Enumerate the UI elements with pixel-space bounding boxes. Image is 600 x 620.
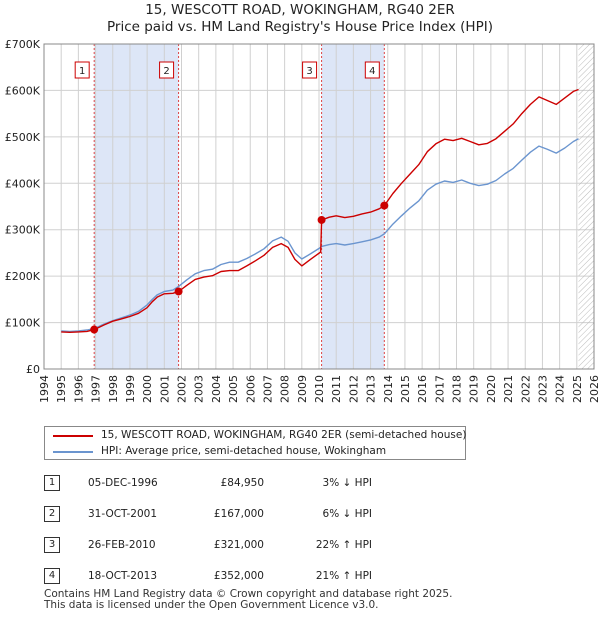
sale-price: £167,000 bbox=[213, 508, 264, 520]
y-tick-label: £0 bbox=[26, 363, 40, 376]
chart-title-line2: Price paid vs. HM Land Registry's House … bbox=[107, 19, 493, 35]
legend-swatch-hpi bbox=[53, 451, 93, 453]
x-tick-label: 2026 bbox=[588, 375, 600, 403]
x-tick-label: 2019 bbox=[468, 375, 481, 403]
sale-point bbox=[380, 201, 389, 210]
x-tick-label: 2006 bbox=[244, 375, 257, 403]
x-tick-label: 2002 bbox=[176, 375, 189, 403]
sale-point bbox=[317, 215, 326, 224]
x-tick-label: 2001 bbox=[158, 375, 171, 403]
sale-hpi-diff: 6% ↓ HPI bbox=[322, 508, 372, 520]
sale-number-badge: 4 bbox=[44, 568, 60, 584]
sale-label-box bbox=[74, 61, 90, 79]
x-tick-label: 1999 bbox=[124, 375, 137, 403]
x-tick-label: 1998 bbox=[107, 375, 120, 403]
legend-label-hpi: HPI: Average price, semi-detached house,… bbox=[101, 445, 387, 457]
y-tick-label: £100K bbox=[5, 317, 41, 330]
x-tick-label: 2012 bbox=[347, 375, 360, 403]
plot-border bbox=[43, 43, 595, 370]
x-tick-label: 1994 bbox=[38, 375, 51, 403]
x-tick-label: 2022 bbox=[519, 375, 532, 403]
shaded-period bbox=[94, 44, 179, 369]
x-tick-label: 2020 bbox=[485, 375, 498, 403]
x-tick-label: 1995 bbox=[55, 375, 68, 403]
y-tick-label: £300K bbox=[5, 224, 41, 237]
sale-label-number: 1 bbox=[79, 66, 85, 77]
x-tick-label: 2017 bbox=[433, 375, 446, 403]
sale-number-badge: 1 bbox=[44, 475, 60, 491]
chart-legend: 15, WESCOTT ROAD, WOKINGHAM, RG40 2ER (s… bbox=[44, 426, 466, 460]
sale-label-number: 4 bbox=[369, 66, 375, 77]
sale-price: £352,000 bbox=[213, 570, 264, 582]
y-tick-label: £200K bbox=[5, 270, 41, 283]
sale-date: 18-OCT-2013 bbox=[88, 570, 157, 582]
x-tick-label: 2015 bbox=[399, 375, 412, 403]
x-tick-label: 2018 bbox=[451, 375, 464, 403]
x-tick-label: 2000 bbox=[141, 375, 154, 403]
sale-row: 3 26-FEB-2010 £321,000 22% ↑ HPI bbox=[44, 536, 464, 554]
x-tick-label: 2007 bbox=[261, 375, 274, 403]
x-tick-label: 2010 bbox=[313, 375, 326, 403]
sale-price: £321,000 bbox=[213, 539, 264, 551]
sale-number-badge: 3 bbox=[44, 537, 60, 553]
sale-hpi-diff: 3% ↓ HPI bbox=[322, 477, 372, 489]
sale-label-box bbox=[302, 61, 318, 79]
property-price-line bbox=[61, 88, 579, 333]
price-chart: £0 £100K £200K £300K £400K £500K £600K £700K 199… bbox=[5, 38, 600, 403]
sale-date: 31-OCT-2001 bbox=[88, 508, 157, 520]
x-tick-label: 2003 bbox=[193, 375, 206, 403]
x-tick-label: 2009 bbox=[296, 375, 309, 403]
x-tick-label: 2016 bbox=[416, 375, 429, 403]
x-tick-label: 2021 bbox=[502, 375, 515, 403]
future-hatch-region bbox=[578, 44, 594, 369]
x-tick-label: 2011 bbox=[330, 375, 343, 403]
footer-line-copyright: Contains HM Land Registry data © Crown c… bbox=[44, 588, 453, 600]
x-tick-label: 2025 bbox=[571, 375, 584, 403]
y-tick-label: £500K bbox=[5, 131, 41, 144]
x-tick-label: 2008 bbox=[279, 375, 292, 403]
legend-swatch-property bbox=[53, 435, 93, 437]
x-tick-label: 2004 bbox=[210, 375, 223, 403]
sale-point bbox=[174, 287, 183, 296]
x-tick-label: 1996 bbox=[72, 375, 85, 403]
x-tick-label: 2024 bbox=[554, 375, 567, 403]
sale-date: 26-FEB-2010 bbox=[88, 539, 156, 551]
y-tick-label: £700K bbox=[5, 38, 41, 51]
sale-label-box bbox=[364, 61, 380, 79]
x-tick-label: 2005 bbox=[227, 375, 240, 403]
x-tick-label: 2013 bbox=[365, 375, 378, 403]
sale-price: £84,950 bbox=[220, 477, 264, 489]
sale-label-box bbox=[159, 61, 175, 79]
sale-row: 4 18-OCT-2013 £352,000 21% ↑ HPI bbox=[44, 567, 464, 585]
sale-point bbox=[90, 325, 99, 334]
chart-title-line1: 15, WESCOTT ROAD, WOKINGHAM, RG40 2ER bbox=[145, 2, 455, 18]
sale-label-number: 3 bbox=[306, 66, 312, 77]
sale-number-badge: 2 bbox=[44, 506, 60, 522]
x-tick-label: 1997 bbox=[90, 375, 103, 403]
x-tick-label: 2014 bbox=[382, 375, 395, 403]
sale-row: 2 31-OCT-2001 £167,000 6% ↓ HPI bbox=[44, 505, 464, 523]
sale-date: 05-DEC-1996 bbox=[88, 477, 158, 489]
y-tick-label: £400K bbox=[5, 177, 41, 190]
y-tick-label: £600K bbox=[5, 84, 41, 97]
sale-row: 1 05-DEC-1996 £84,950 3% ↓ HPI bbox=[44, 474, 464, 492]
legend-label-property: 15, WESCOTT ROAD, WOKINGHAM, RG40 2ER (s… bbox=[101, 429, 467, 441]
chart-title: 15, WESCOTT ROAD, WOKINGHAM, RG40 2ER Pr… bbox=[0, 2, 600, 36]
x-tick-label: 2023 bbox=[536, 375, 549, 403]
footer-line-licence: This data is licensed under the Open Gov… bbox=[44, 599, 379, 611]
footer-attribution: Contains HM Land Registry data © Crown c… bbox=[44, 589, 452, 611]
sale-hpi-diff: 21% ↑ HPI bbox=[315, 570, 372, 582]
sale-label-number: 2 bbox=[163, 66, 169, 77]
sale-hpi-diff: 22% ↑ HPI bbox=[315, 539, 372, 551]
